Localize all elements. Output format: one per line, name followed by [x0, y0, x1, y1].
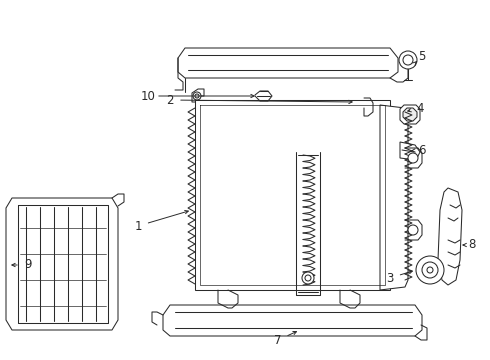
Polygon shape: [178, 48, 398, 78]
Polygon shape: [403, 108, 417, 121]
Polygon shape: [210, 108, 380, 282]
Circle shape: [422, 262, 438, 278]
Polygon shape: [438, 188, 462, 285]
Text: 8: 8: [468, 238, 476, 252]
Circle shape: [305, 275, 311, 281]
Text: 7: 7: [274, 333, 282, 346]
Text: 1: 1: [134, 220, 142, 233]
Circle shape: [399, 51, 417, 69]
Text: 2: 2: [166, 94, 174, 107]
Text: 5: 5: [418, 49, 426, 63]
Polygon shape: [195, 100, 390, 290]
Circle shape: [427, 267, 433, 273]
Text: 9: 9: [24, 258, 32, 271]
Circle shape: [403, 55, 413, 65]
Circle shape: [193, 92, 201, 100]
Circle shape: [408, 153, 418, 163]
Polygon shape: [380, 105, 408, 290]
Circle shape: [408, 225, 418, 235]
Text: 4: 4: [416, 102, 424, 114]
Text: 6: 6: [418, 144, 426, 157]
Polygon shape: [6, 198, 118, 330]
Circle shape: [302, 272, 314, 284]
Circle shape: [195, 94, 199, 98]
Polygon shape: [163, 305, 422, 336]
Text: 3: 3: [386, 271, 393, 284]
Text: 10: 10: [141, 90, 155, 103]
Circle shape: [416, 256, 444, 284]
Polygon shape: [400, 105, 420, 124]
Polygon shape: [400, 142, 420, 160]
